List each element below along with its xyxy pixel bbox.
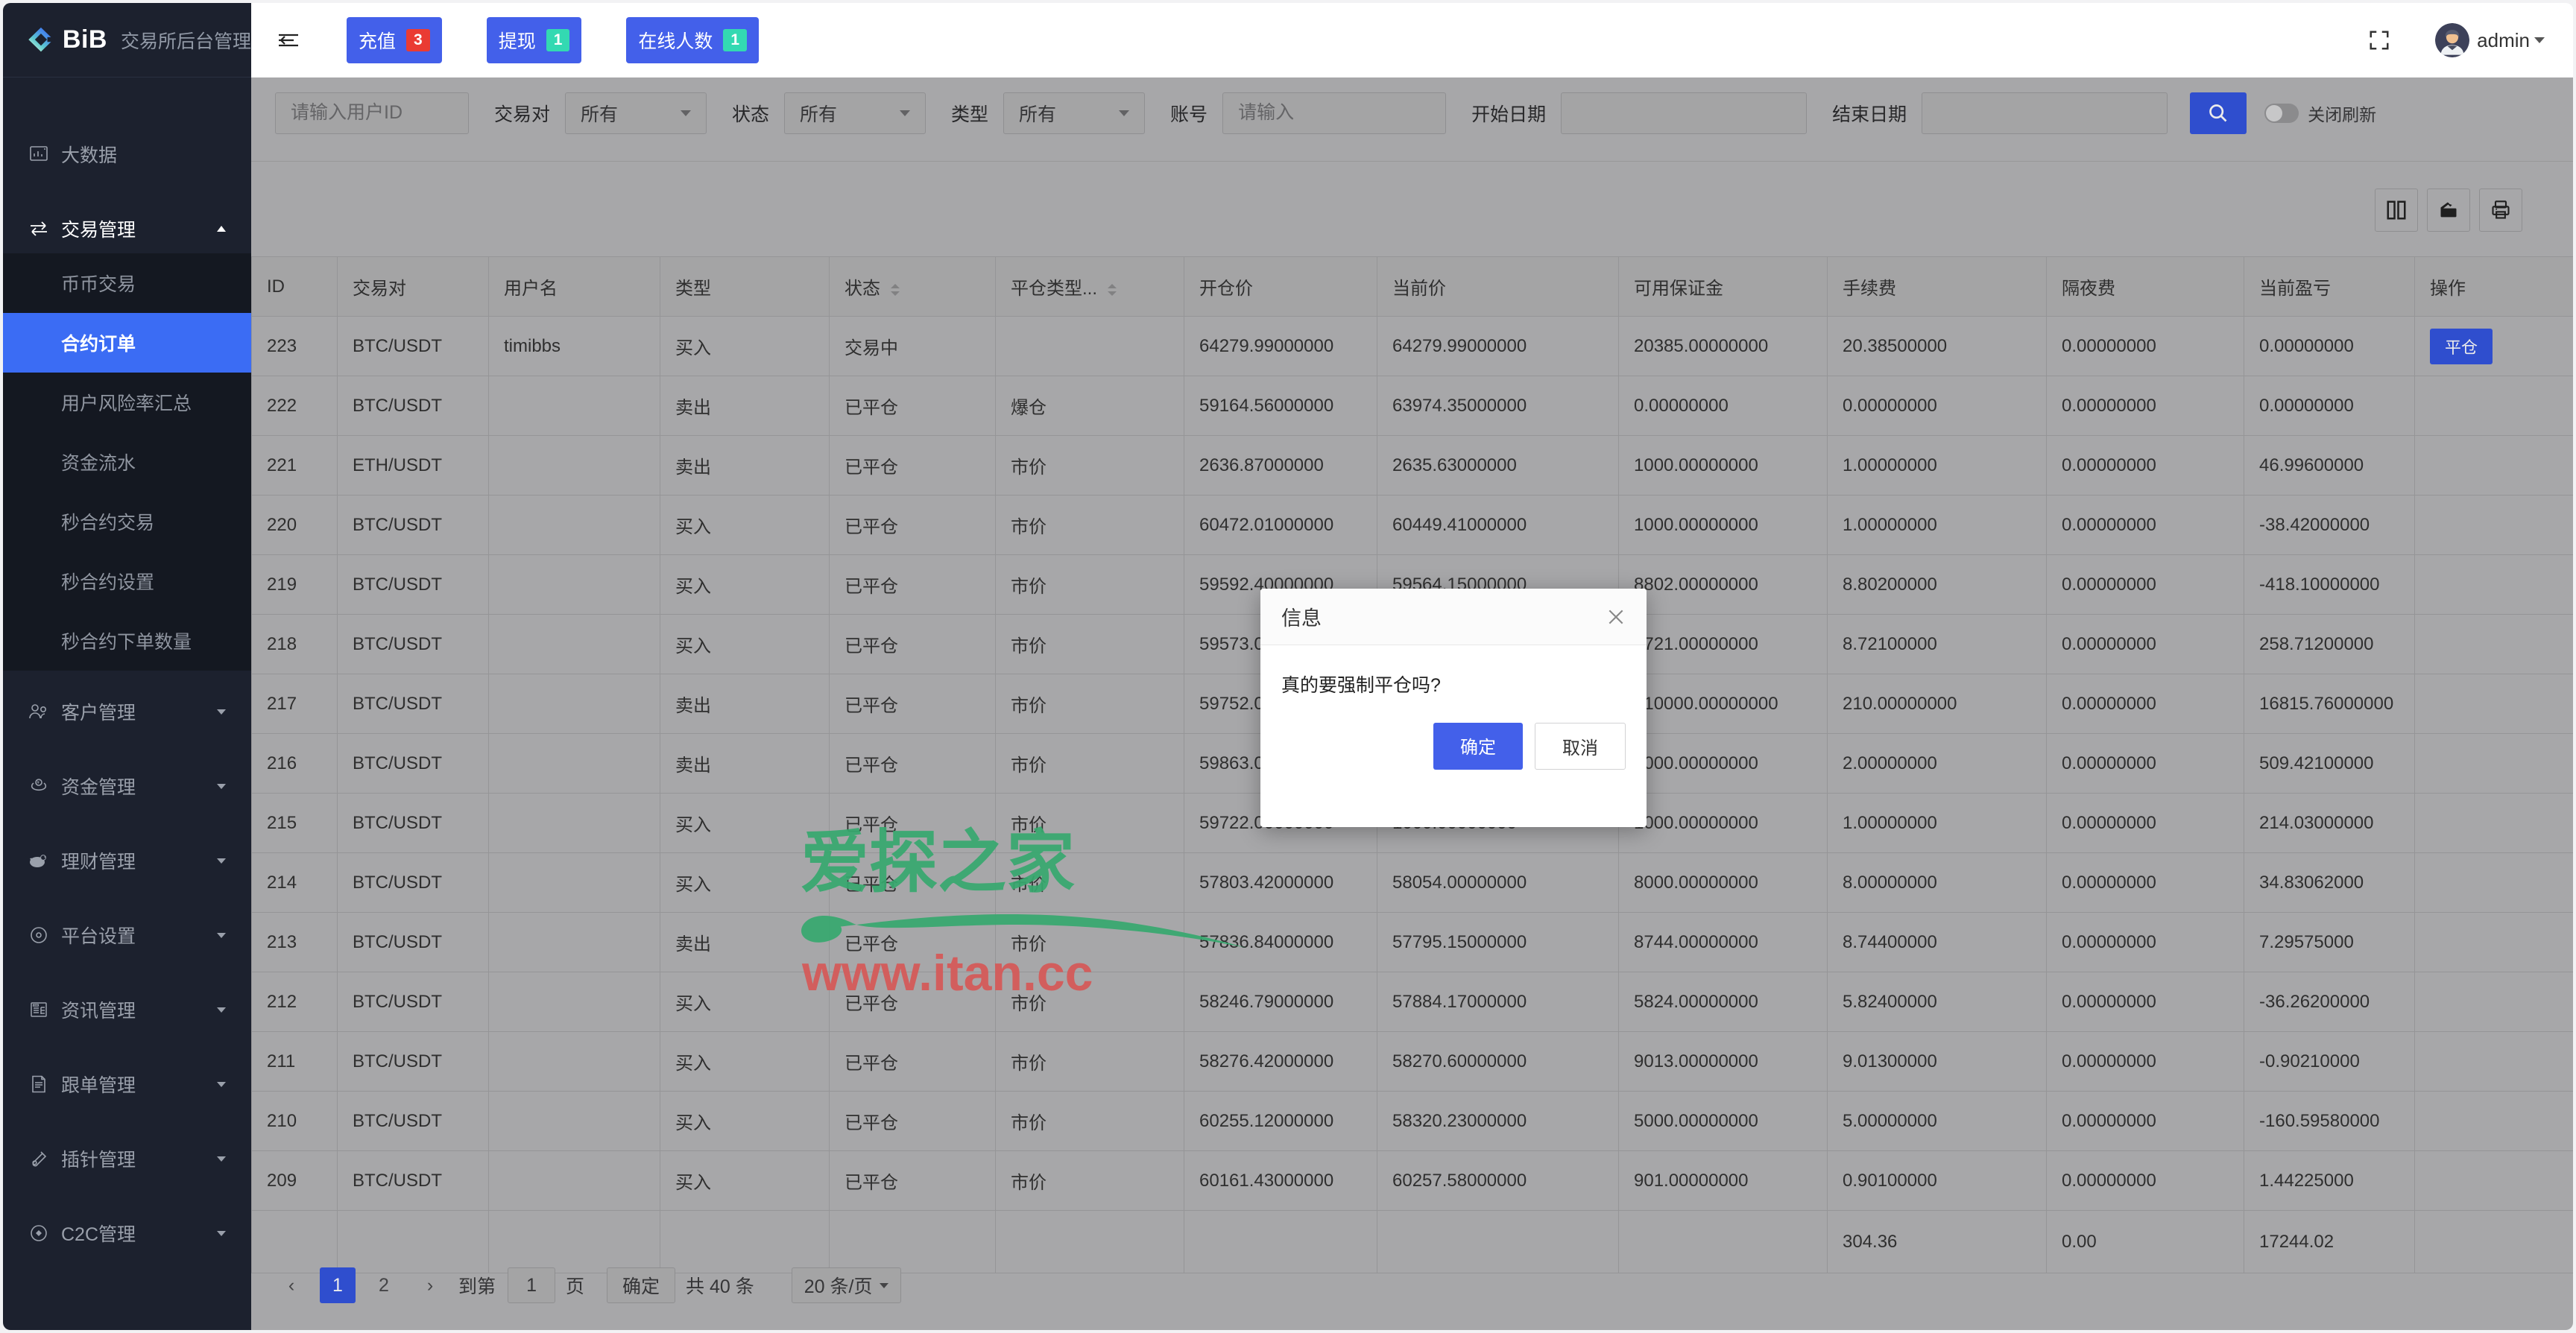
svg-text:NEW: NEW [34, 1004, 39, 1007]
